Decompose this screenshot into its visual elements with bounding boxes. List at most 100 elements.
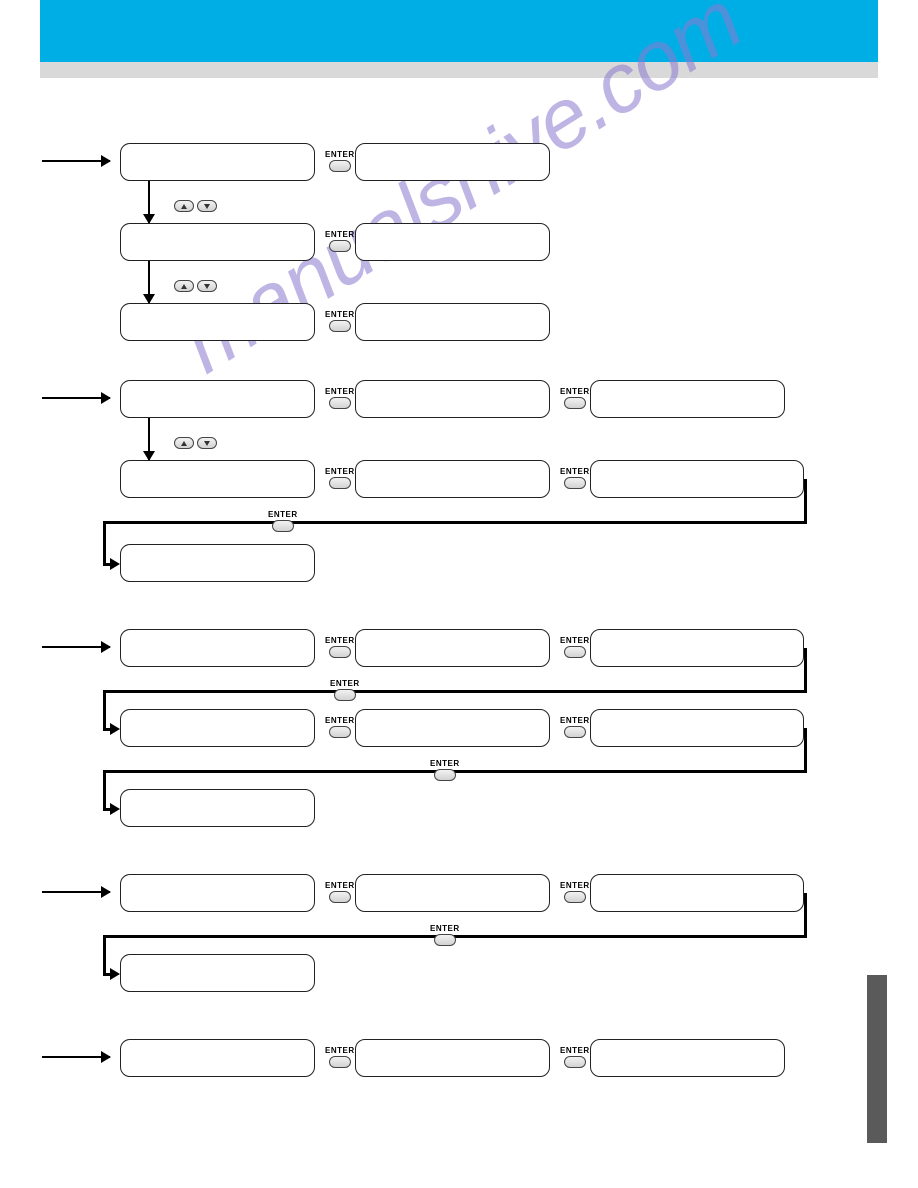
enter-button[interactable]: ENTER [268,510,298,532]
enter-label: ENTER [430,759,460,768]
enter-pill [329,240,351,252]
down-button[interactable] [197,280,217,292]
enter-pill [564,646,586,658]
enter-pill [272,520,294,532]
enter-label: ENTER [325,387,355,396]
enter-button[interactable]: ENTER [325,310,355,332]
flow-cell [120,954,315,992]
enter-label: ENTER [430,924,460,933]
enter-button[interactable]: ENTER [560,387,590,409]
enter-label: ENTER [325,881,355,890]
enter-button[interactable]: ENTER [325,716,355,738]
header-bar [40,0,878,62]
flow-cell [355,223,550,261]
flow-cell [120,874,315,912]
flow-cell [355,460,550,498]
wrap-arrowhead [110,558,120,570]
enter-pill [329,397,351,409]
enter-button[interactable]: ENTER [560,467,590,489]
entry-arrow [42,1056,110,1058]
flow-cell [590,1039,785,1077]
enter-button[interactable]: ENTER [560,716,590,738]
enter-pill [329,477,351,489]
enter-label: ENTER [325,636,355,645]
enter-label: ENTER [560,387,590,396]
enter-button[interactable]: ENTER [325,881,355,903]
enter-button[interactable]: ENTER [330,679,360,701]
enter-button[interactable]: ENTER [325,150,355,172]
up-button[interactable] [174,200,194,212]
wrap-arrowhead [110,968,120,980]
enter-label: ENTER [325,716,355,725]
flow-cell [355,380,550,418]
flow-cell [590,380,785,418]
enter-label: ENTER [330,679,360,688]
enter-pill [334,689,356,701]
enter-button[interactable]: ENTER [560,881,590,903]
enter-label: ENTER [268,510,298,519]
enter-pill [434,934,456,946]
entry-arrow [42,646,110,648]
enter-button[interactable]: ENTER [430,759,460,781]
flow-cell [120,460,315,498]
enter-label: ENTER [560,716,590,725]
flow-cell [590,629,804,667]
down-button[interactable] [197,200,217,212]
wrap-line [804,893,807,935]
flow-cell [120,544,315,582]
enter-label: ENTER [325,1046,355,1055]
enter-button[interactable]: ENTER [560,1046,590,1068]
wrap-line [103,935,106,973]
enter-label: ENTER [325,467,355,476]
enter-pill [564,397,586,409]
enter-label: ENTER [560,467,590,476]
down-button[interactable] [197,437,217,449]
up-down-buttons[interactable] [174,280,217,292]
enter-label: ENTER [325,310,355,319]
enter-pill [329,646,351,658]
entry-arrow [42,891,110,893]
flow-cell [120,629,315,667]
enter-button[interactable]: ENTER [325,636,355,658]
entry-arrow [42,397,110,399]
enter-button[interactable]: ENTER [560,636,590,658]
enter-pill [564,726,586,738]
flow-cell [120,380,315,418]
enter-button[interactable]: ENTER [325,387,355,409]
flow-cell [590,709,804,747]
up-button[interactable] [174,437,194,449]
flow-cell [355,874,550,912]
enter-pill [329,160,351,172]
wrap-arrowhead [110,803,120,815]
wrap-line [103,770,106,808]
enter-label: ENTER [560,1046,590,1055]
wrap-line [103,521,106,563]
enter-button[interactable]: ENTER [325,230,355,252]
flow-cell [120,709,315,747]
down-arrow [148,181,150,223]
flow-cell [120,1039,315,1077]
flow-cell [355,1039,550,1077]
enter-label: ENTER [325,230,355,239]
enter-button[interactable]: ENTER [325,1046,355,1068]
wrap-line [804,648,807,690]
enter-pill [329,1056,351,1068]
flow-cell [355,143,550,181]
enter-pill [564,891,586,903]
wrap-line [804,479,807,521]
enter-button[interactable]: ENTER [325,467,355,489]
up-down-buttons[interactable] [174,437,217,449]
subheader-bar [40,62,878,78]
flow-cell [355,303,550,341]
flow-cell [120,303,315,341]
flow-cell [355,629,550,667]
flow-cell [590,874,804,912]
wrap-line [804,728,807,770]
down-arrow [148,261,150,303]
enter-pill [564,477,586,489]
enter-label: ENTER [560,881,590,890]
up-down-buttons[interactable] [174,200,217,212]
enter-button[interactable]: ENTER [430,924,460,946]
up-button[interactable] [174,280,194,292]
enter-label: ENTER [325,150,355,159]
